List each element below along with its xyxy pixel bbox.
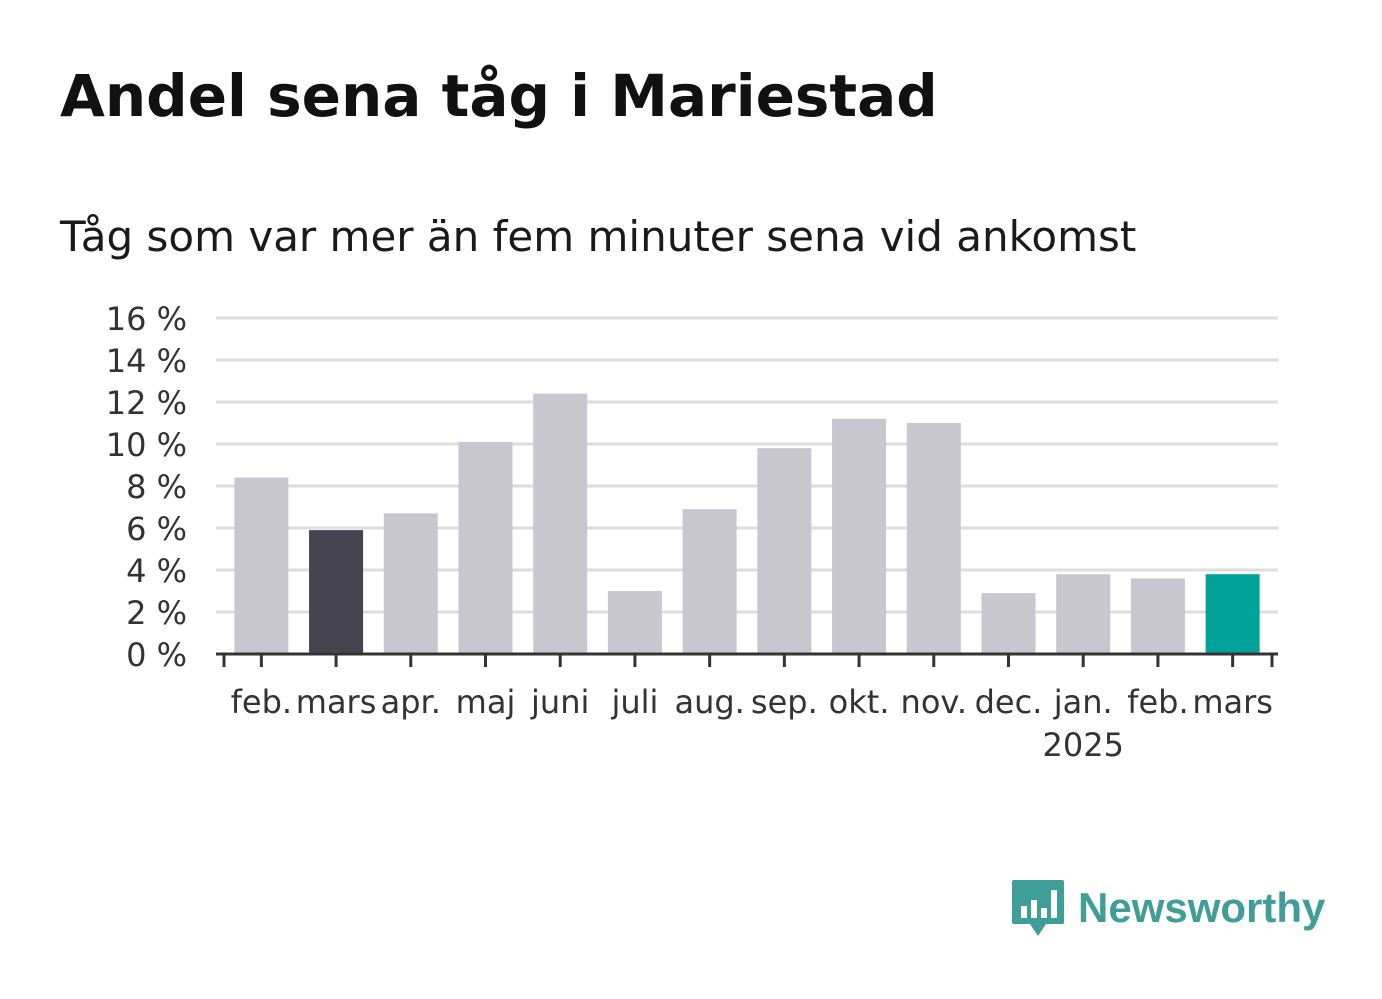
chart-title: Andel sena tåg i Mariestad bbox=[60, 62, 938, 130]
bar bbox=[906, 423, 961, 654]
y-tick-label: 4 % bbox=[126, 552, 187, 590]
bar bbox=[607, 591, 662, 654]
bar bbox=[1130, 578, 1185, 654]
x-year-label: 2025 bbox=[1042, 726, 1123, 764]
brand-name: Newsworthy bbox=[1078, 884, 1326, 931]
y-tick-label: 12 % bbox=[106, 384, 187, 422]
bar bbox=[832, 418, 887, 654]
x-tick-label: dec. bbox=[975, 683, 1043, 721]
y-tick-label: 2 % bbox=[126, 594, 187, 632]
bar bbox=[533, 393, 588, 654]
x-tick-label: maj bbox=[456, 683, 516, 721]
chart-bubble-icon bbox=[1012, 880, 1064, 936]
bar bbox=[309, 530, 364, 654]
y-tick-label: 10 % bbox=[106, 426, 187, 464]
gridlines bbox=[216, 316, 1278, 614]
y-axis: 0 % 2 % 4 % 6 % 8 % 10 % 12 % 14 % 16 % bbox=[106, 300, 187, 674]
x-tick-label: feb. bbox=[231, 683, 292, 721]
x-tick-label: feb. bbox=[1127, 683, 1188, 721]
y-tick-label: 8 % bbox=[126, 468, 187, 506]
bar bbox=[757, 448, 812, 654]
y-tick-label: 14 % bbox=[106, 342, 187, 380]
bar bbox=[1056, 574, 1111, 654]
bar bbox=[682, 509, 737, 654]
bar bbox=[981, 593, 1036, 654]
x-tick-label: sep. bbox=[751, 683, 818, 721]
x-axis: feb. mars apr. maj juni juli aug. sep. okt. nov. d… bbox=[216, 652, 1278, 764]
x-tick-label: nov. bbox=[901, 683, 967, 721]
x-tick-label: okt. bbox=[829, 683, 890, 721]
newsworthy-logo: Newsworthy bbox=[1010, 878, 1325, 938]
chart-subtitle: Tåg som var mer än fem minuter sena vid … bbox=[60, 212, 1137, 261]
y-tick-label: 6 % bbox=[126, 510, 187, 548]
x-tick-label: apr. bbox=[381, 683, 441, 721]
x-tick-label: juni bbox=[530, 683, 589, 721]
bar bbox=[1205, 574, 1260, 654]
x-tick-label: jan. bbox=[1053, 683, 1113, 721]
x-tick-label: mars bbox=[1192, 683, 1273, 721]
x-tick-label: mars bbox=[296, 683, 377, 721]
x-tick-label: juli bbox=[610, 683, 658, 721]
bars bbox=[234, 393, 1260, 654]
bar bbox=[458, 441, 513, 654]
bar bbox=[383, 513, 438, 654]
bar bbox=[234, 477, 289, 654]
x-tick-label: aug. bbox=[674, 683, 744, 721]
y-tick-label: 16 % bbox=[106, 300, 187, 338]
y-tick-label: 0 % bbox=[126, 636, 187, 674]
